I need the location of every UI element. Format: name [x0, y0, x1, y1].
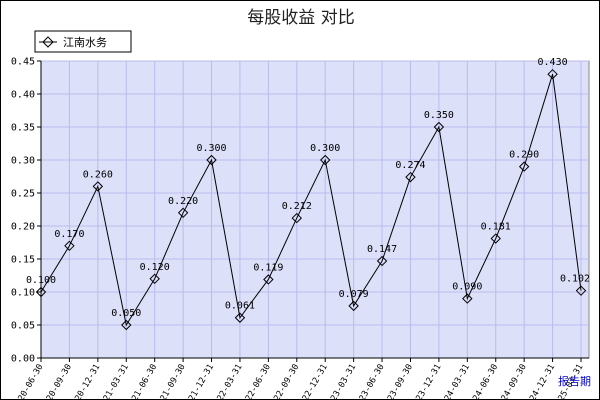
- y-tick-label: 0.10: [11, 288, 35, 299]
- data-label: 0.290: [509, 150, 539, 161]
- y-tick-label: 0.25: [11, 189, 35, 200]
- data-label: 0.170: [54, 229, 84, 240]
- data-label: 0.100: [26, 275, 56, 286]
- data-point-marker: [490, 233, 501, 244]
- x-tick-label: 2020-06-30: [11, 363, 45, 400]
- data-point-marker: [376, 255, 388, 267]
- data-label: 0.181: [481, 222, 511, 233]
- data-point-marker: [206, 154, 217, 166]
- data-point-marker: [575, 285, 587, 296]
- y-tick-label: 0.00: [11, 354, 35, 365]
- series-line: [40, 74, 582, 327]
- data-label: 0.350: [424, 110, 454, 121]
- data-point-marker: [149, 273, 160, 285]
- data-label: 0.220: [168, 196, 198, 207]
- y-tick-label: 0.40: [11, 90, 35, 101]
- x-axis: 2020-06-302020-09-302020-12-312021-03-31…: [11, 357, 589, 400]
- data-point-marker: [121, 319, 132, 331]
- data-label: 0.212: [282, 201, 312, 212]
- plot-area: [40, 60, 590, 359]
- y-tick-label: 0.35: [11, 123, 35, 134]
- data-point-marker: [547, 68, 558, 80]
- data-point-marker: [433, 121, 445, 133]
- data-label: 0.102: [560, 274, 590, 285]
- data-label: 0.147: [367, 244, 397, 255]
- data-point-marker: [405, 171, 416, 183]
- y-tick-label: 0.20: [11, 222, 35, 233]
- y-tick-label: 0.30: [11, 156, 35, 167]
- y-tick-label: 0.05: [11, 321, 35, 332]
- data-label: 0.090: [452, 282, 482, 293]
- legend-label: 江南水务: [63, 36, 107, 49]
- data-label: 0.120: [140, 262, 170, 273]
- chart-title: 每股收益 对比: [247, 8, 354, 28]
- legend-marker-diamond: [42, 36, 54, 48]
- data-label: 0.300: [196, 143, 226, 154]
- data-label: 0.061: [225, 301, 255, 312]
- data-label: 0.300: [310, 143, 340, 154]
- data-label: 0.260: [83, 169, 113, 180]
- legend: 江南水务: [34, 30, 132, 53]
- data-labels: 0.100 0.170 0.260 0.050 0.120 0.220 0.300 0.061…: [26, 57, 590, 319]
- y-tick-label: 0.45: [11, 57, 35, 68]
- data-point-marker: [291, 212, 302, 224]
- data-label: 0.430: [538, 57, 568, 68]
- y-axis: 0.00 0.05 0.10 0.15 0.20 0.25 0.30 0.35 0.40 0.45: [11, 57, 42, 365]
- legend-box: [34, 30, 132, 53]
- series-layer: [35, 68, 587, 331]
- data-label: 0.274: [395, 160, 425, 171]
- data-point-marker: [518, 161, 530, 172]
- y-tick-label: 0.15: [11, 255, 35, 266]
- data-label: 0.050: [111, 308, 141, 319]
- data-point-marker: [320, 154, 331, 166]
- data-point-marker: [462, 293, 473, 304]
- data-point-marker: [348, 300, 359, 312]
- data-point-marker: [234, 312, 246, 323]
- data-point-marker: [64, 240, 75, 252]
- data-point-marker: [92, 181, 104, 192]
- data-point-marker: [263, 274, 274, 285]
- data-point-marker: [177, 207, 189, 219]
- data-label: 0.079: [339, 289, 369, 300]
- data-label: 0.119: [253, 262, 283, 273]
- data-point-marker: [35, 286, 47, 298]
- x-axis-unit-label: 报告期: [558, 374, 591, 388]
